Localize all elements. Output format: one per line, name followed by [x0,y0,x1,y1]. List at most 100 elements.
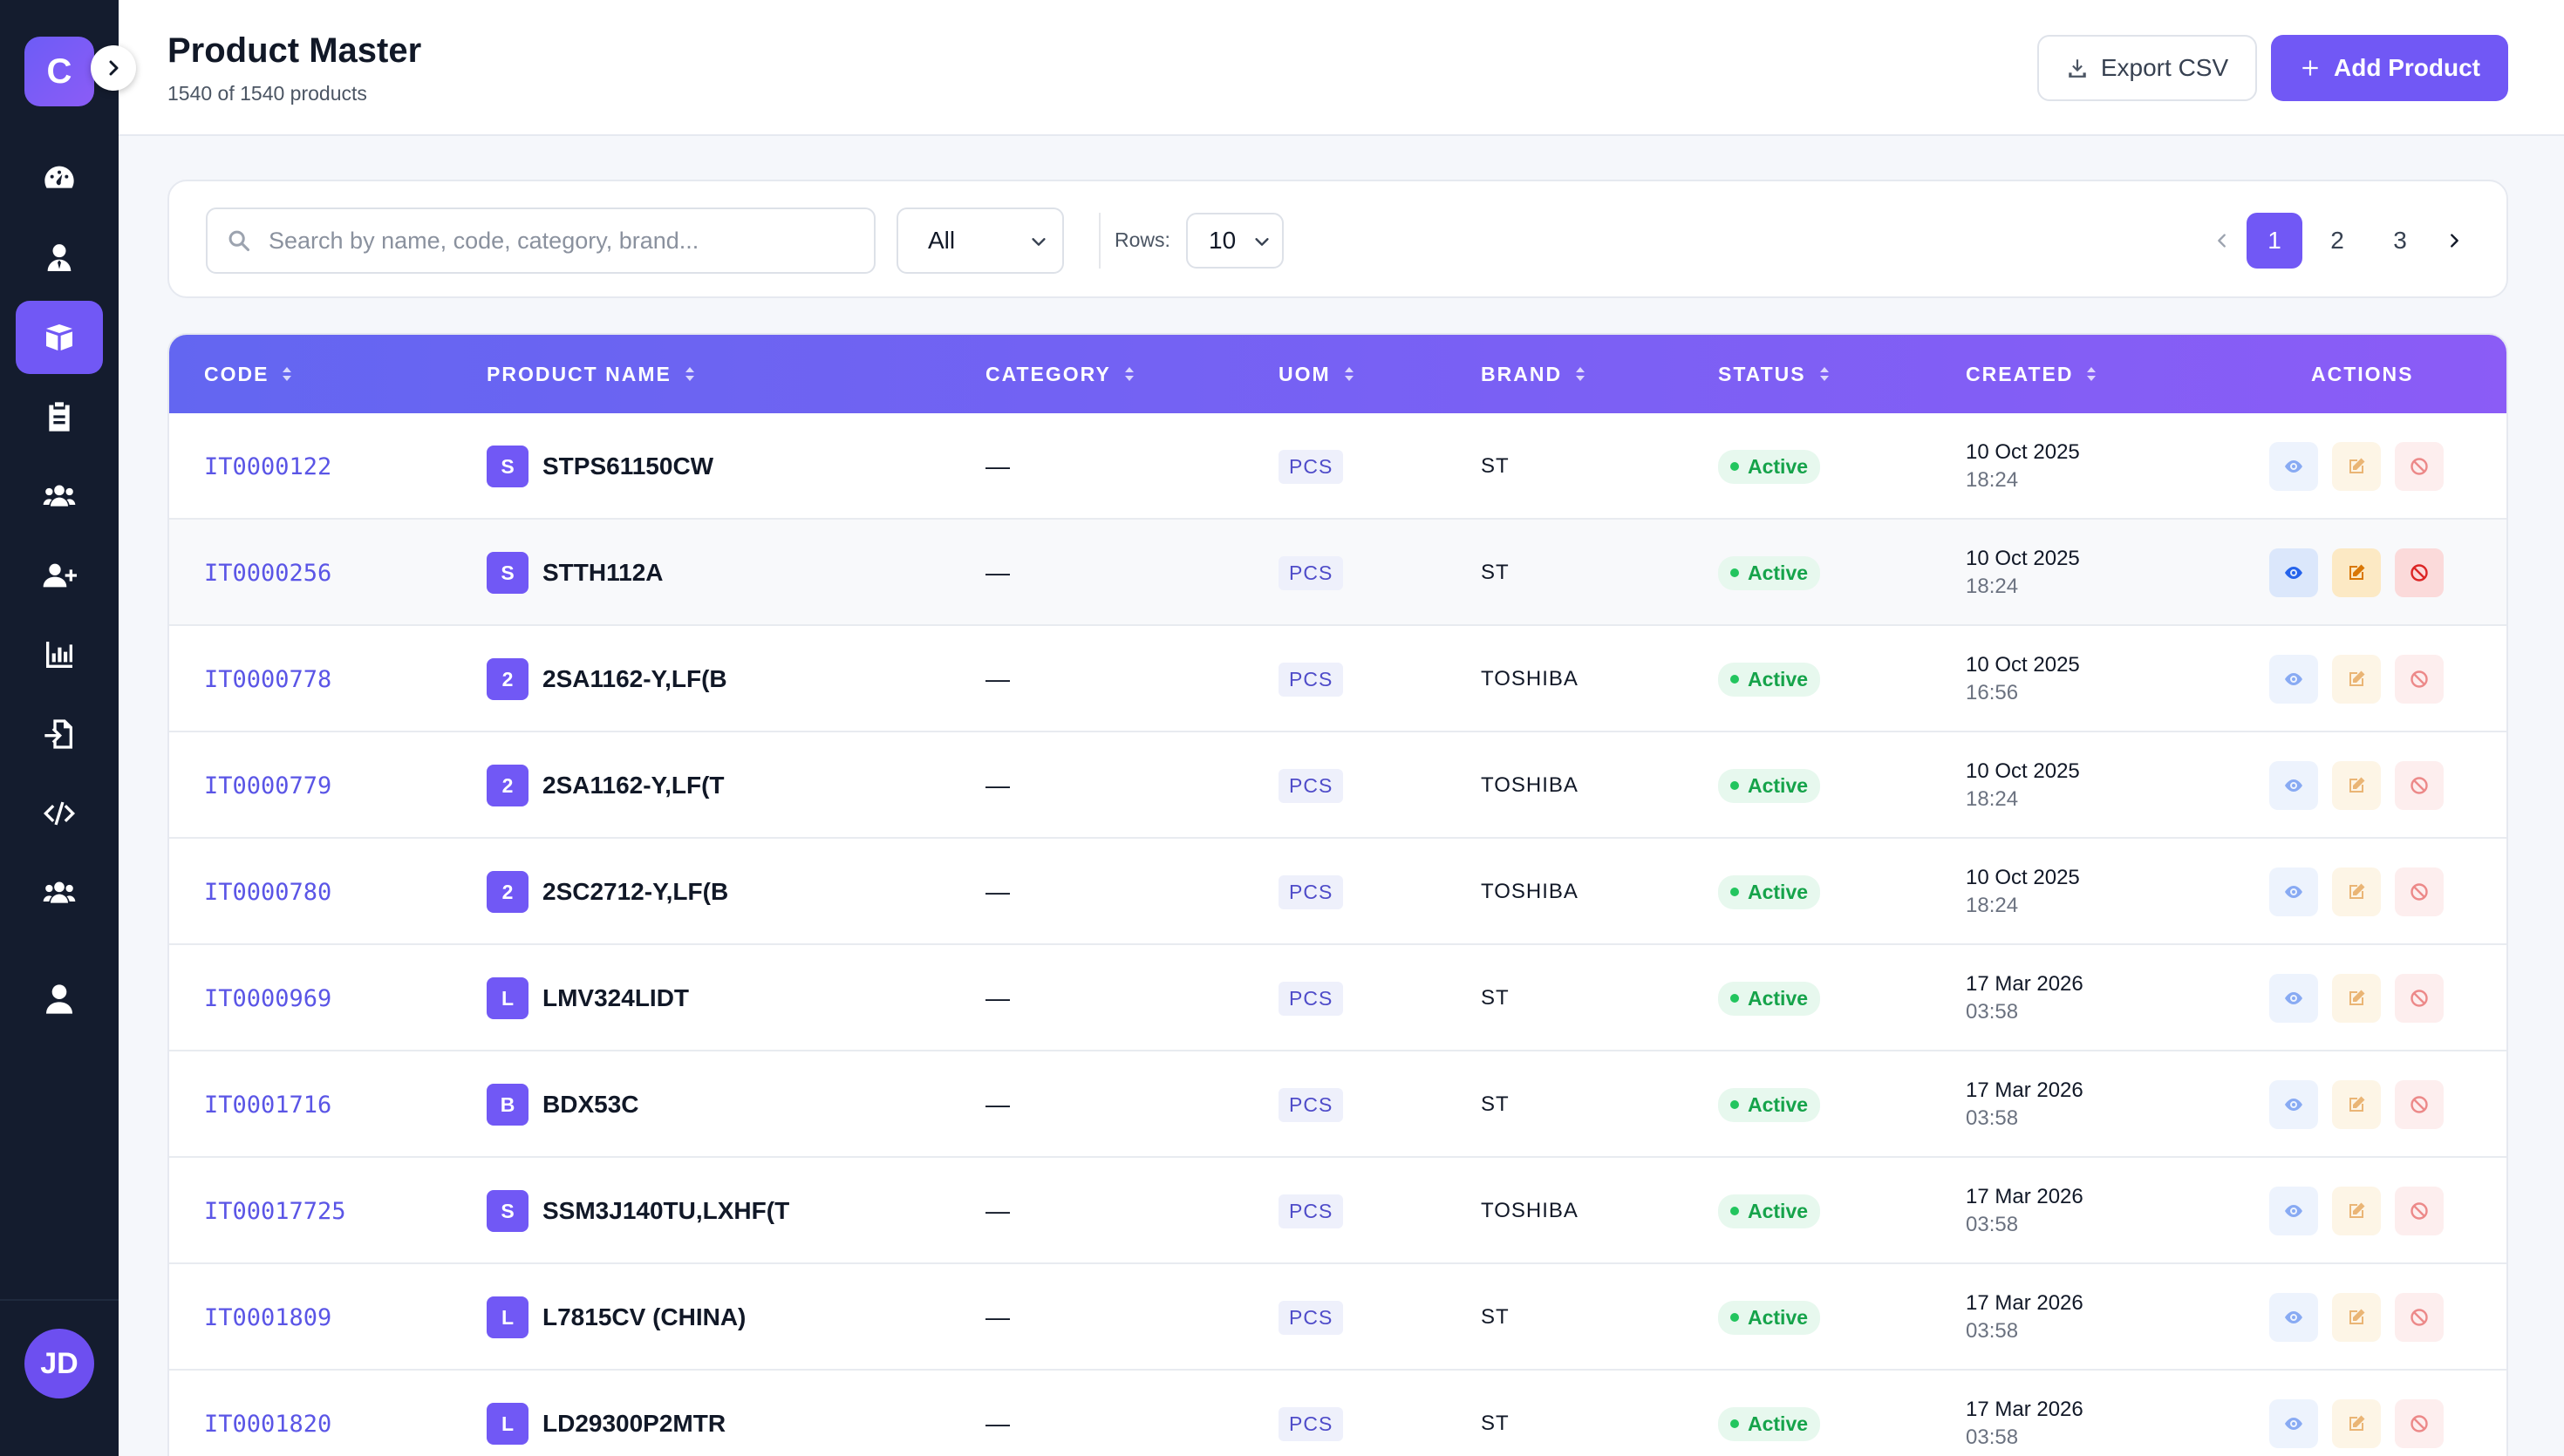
brand-value: ST [1481,454,1510,478]
uom-badge: PCS [1279,768,1344,803]
product-code-link[interactable]: IT0001716 [204,1091,332,1119]
add-product-button[interactable]: Add Product [2271,35,2508,101]
product-code-link[interactable]: IT0000969 [204,984,332,1012]
deactivate-button[interactable] [2395,1080,2444,1129]
view-button[interactable] [2269,761,2318,810]
edit-button[interactable] [2332,1080,2381,1129]
edit-button[interactable] [2332,974,2381,1023]
product-code-link[interactable]: IT0000780 [204,878,332,906]
table-row[interactable]: IT0000778 2 2SA1162-Y,LF(B — PCS TOSHIBA Activ… [169,626,2506,732]
view-button[interactable] [2269,1293,2318,1342]
column-header-brand[interactable]: BRAND [1481,335,1586,413]
status-cell: Active [1718,732,1821,839]
table-row[interactable]: IT0000780 2 2SC2712-Y,LF(B — PCS TOSHIBA Activ… [169,839,2506,945]
uom-badge: PCS [1279,1406,1344,1441]
view-button[interactable] [2269,974,2318,1023]
table-row[interactable]: IT0001809 L L7815CV (CHINA) — PCS ST Active 17 … [169,1264,2506,1371]
edit-button[interactable] [2332,655,2381,704]
product-name: LD29300P2MTR [542,1410,726,1437]
edit-button[interactable] [2332,761,2381,810]
block-icon [2411,458,2428,475]
column-header-code[interactable]: CODE [204,335,293,413]
product-code-link[interactable]: IT00017725 [204,1197,346,1225]
edit-button[interactable] [2332,442,2381,491]
sidebar-item-teams[interactable] [16,459,103,533]
category-value: — [985,1197,1010,1224]
prev-page-button[interactable] [2199,218,2245,263]
sidebar-toggle-button[interactable] [91,45,136,91]
sidebar-item-groups[interactable] [16,856,103,929]
product-name: 2SC2712-Y,LF(B [542,878,729,905]
deactivate-button[interactable] [2395,761,2444,810]
deactivate-button[interactable] [2395,655,2444,704]
sidebar-item-add-user[interactable] [16,539,103,612]
brand-value: ST [1481,561,1510,584]
rows-per-page-select[interactable]: 10 [1186,213,1284,269]
column-header-status[interactable]: STATUS [1718,335,1831,413]
deactivate-button[interactable] [2395,1399,2444,1448]
sidebar-item-api[interactable] [16,777,103,850]
sidebar-item-customers[interactable] [16,221,103,295]
brand-cell: TOSHIBA [1481,732,1579,839]
edit-button[interactable] [2332,1399,2381,1448]
column-header-created[interactable]: CREATED [1966,335,2097,413]
search-field[interactable] [206,208,876,274]
sidebar-item-import[interactable] [16,697,103,771]
sidebar-item-orders[interactable] [16,380,103,453]
product-code-link[interactable]: IT0000778 [204,665,332,693]
table-row[interactable]: IT0000779 2 2SA1162-Y,LF(T — PCS TOSHIBA Activ… [169,732,2506,839]
app-logo[interactable]: C [24,37,94,106]
block-icon [2411,883,2428,901]
column-header-uom[interactable]: UOM [1279,335,1355,413]
product-name: 2SA1162-Y,LF(B [542,665,727,692]
product-code-link[interactable]: IT0000122 [204,452,332,480]
edit-button[interactable] [2332,1293,2381,1342]
table-row[interactable]: IT0001716 B BDX53C — PCS ST Active 17 Mar 2026 0… [169,1051,2506,1158]
edit-button[interactable] [2332,1187,2381,1235]
status-filter-select[interactable]: All [897,208,1064,274]
product-code-link[interactable]: IT0000256 [204,559,332,587]
product-code-link[interactable]: IT0001820 [204,1410,332,1438]
product-code-link[interactable]: IT0001809 [204,1303,332,1331]
deactivate-button[interactable] [2395,974,2444,1023]
deactivate-button[interactable] [2395,1187,2444,1235]
view-button[interactable] [2269,1080,2318,1129]
chevron-down-icon [1255,238,1269,246]
export-csv-label: Export CSV [2100,54,2229,81]
sidebar-item-products[interactable] [16,301,103,374]
deactivate-button[interactable] [2395,867,2444,916]
block-icon [2411,1202,2428,1220]
view-button[interactable] [2269,1399,2318,1448]
search-input[interactable] [269,227,862,255]
table-row[interactable]: IT0000122 S STPS61150CW — PCS ST Active 10 Oct … [169,413,2506,520]
sidebar-item-dashboard[interactable] [16,141,103,214]
column-header-product-name[interactable]: PRODUCT NAME [487,335,696,413]
sidebar-item-reports[interactable] [16,618,103,691]
table-row[interactable]: IT0000969 L LMV324LIDT — PCS ST Active 17 Mar 2… [169,945,2506,1051]
table-row[interactable]: IT0001820 L LD29300P2MTR — PCS ST Active 17 Mar… [169,1371,2506,1456]
view-button[interactable] [2269,655,2318,704]
view-button[interactable] [2269,1187,2318,1235]
edit-button[interactable] [2332,548,2381,597]
view-button[interactable] [2269,867,2318,916]
view-button[interactable] [2269,442,2318,491]
column-header-category[interactable]: CATEGORY [985,335,1135,413]
status-label: Active [1748,1092,1809,1116]
chevron-down-icon [1032,238,1046,246]
deactivate-button[interactable] [2395,1293,2444,1342]
deactivate-button[interactable] [2395,548,2444,597]
table-row[interactable]: IT00017725 S SSM3J140TU,LXHF(T — PCS TOSHIBA A… [169,1158,2506,1264]
table-row[interactable]: IT0000256 S STTH112A — PCS ST Active 10 Oct 202… [169,520,2506,626]
page-button-2[interactable]: 2 [2330,227,2344,254]
page-button-3[interactable]: 3 [2393,227,2407,254]
export-csv-button[interactable]: Export CSV [2037,35,2257,101]
edit-button[interactable] [2332,867,2381,916]
view-button[interactable] [2269,548,2318,597]
page-header: Product Master 1540 of 1540 products Exp… [119,0,2564,136]
sidebar-item-profile[interactable] [16,963,103,1036]
page-button-1[interactable]: 1 [2247,213,2302,269]
user-avatar[interactable]: JD [24,1329,94,1398]
next-page-button[interactable] [2431,218,2477,263]
deactivate-button[interactable] [2395,442,2444,491]
product-code-link[interactable]: IT0000779 [204,772,332,799]
